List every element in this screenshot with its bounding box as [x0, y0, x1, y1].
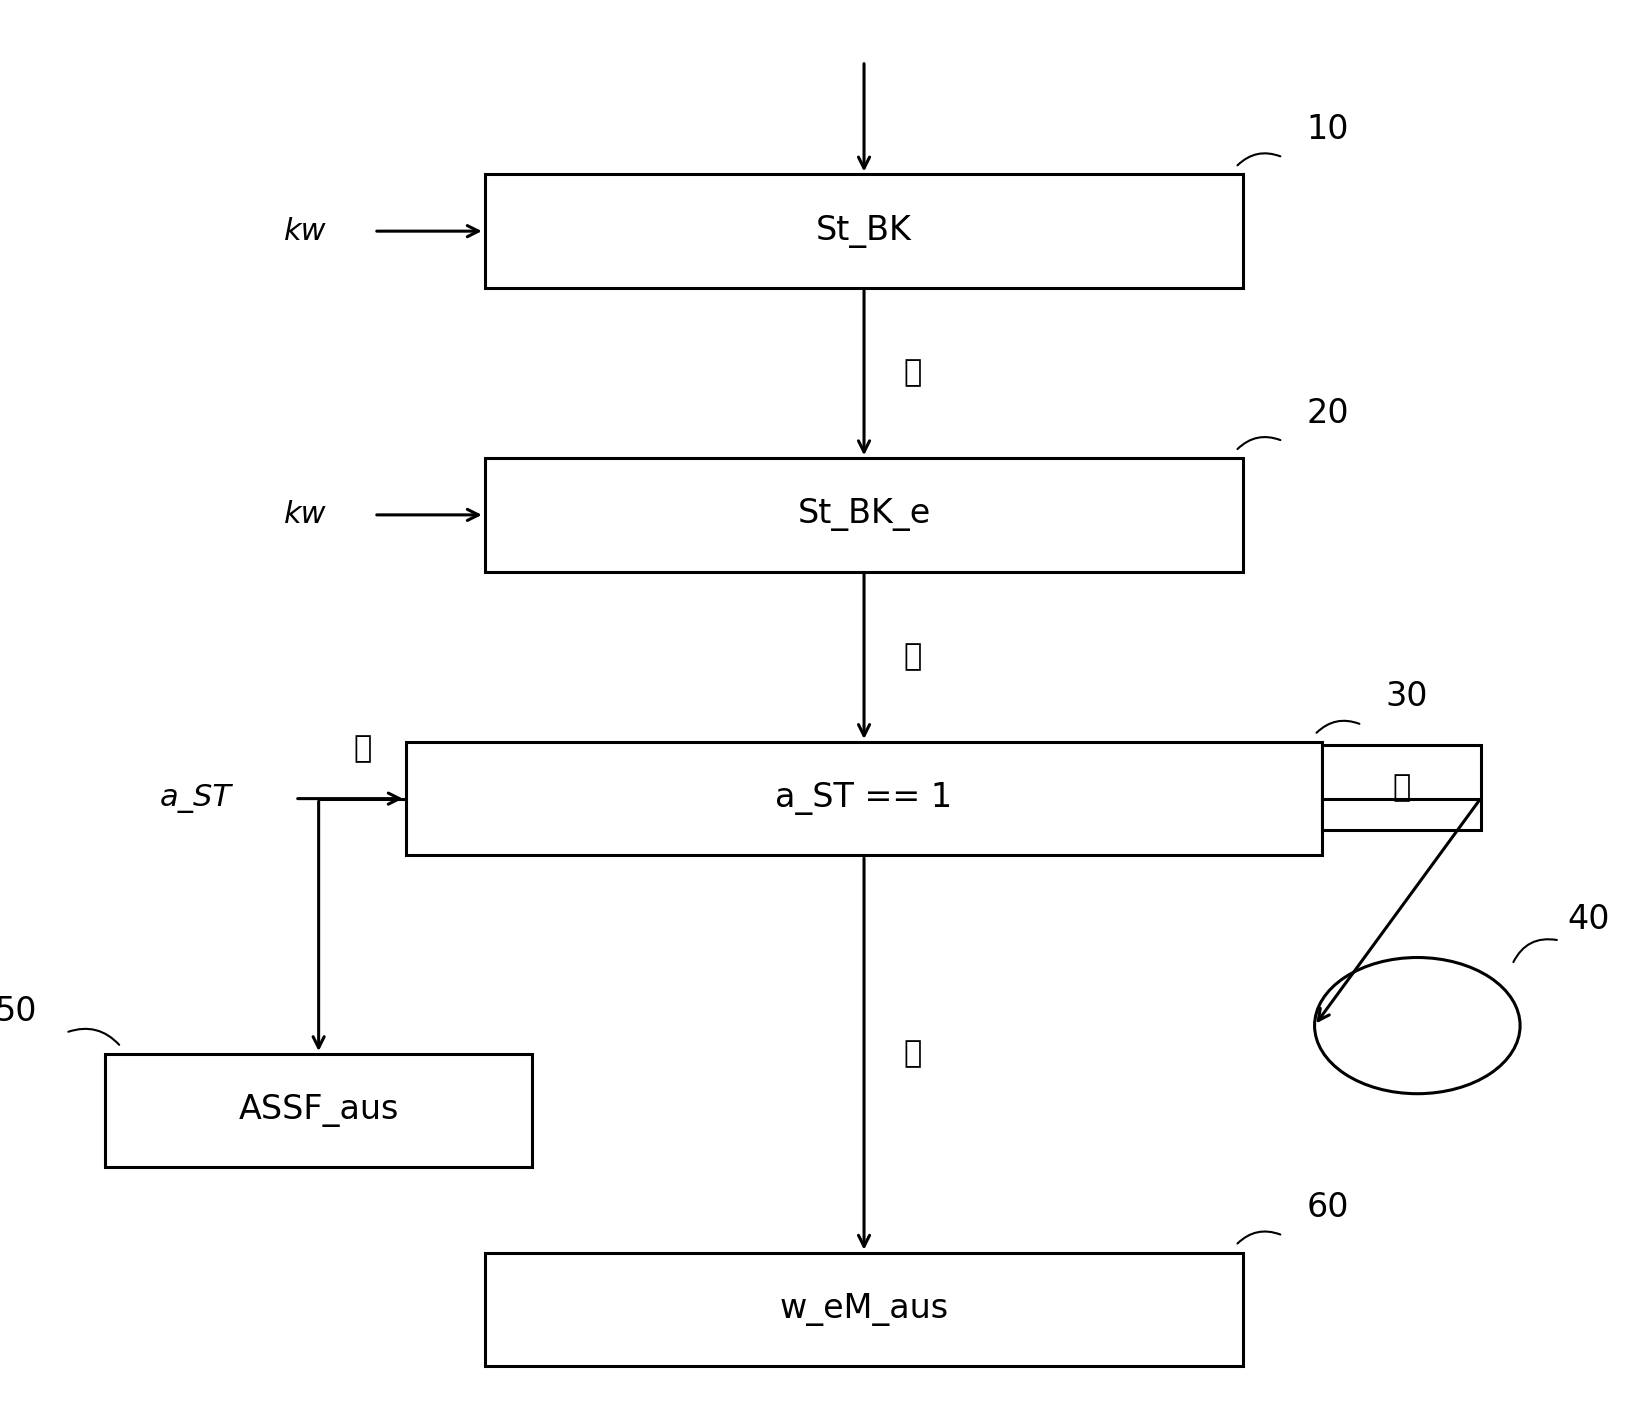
Text: St_BK_e: St_BK_e — [797, 498, 931, 531]
Text: kw: kw — [285, 217, 327, 245]
FancyBboxPatch shape — [106, 1055, 532, 1167]
Text: 否: 否 — [903, 1039, 923, 1069]
Text: w_eM_aus: w_eM_aus — [779, 1293, 949, 1326]
Text: a_ST: a_ST — [159, 783, 231, 813]
FancyBboxPatch shape — [485, 458, 1243, 572]
Text: 是: 是 — [903, 642, 923, 671]
Text: a_ST == 1: a_ST == 1 — [776, 782, 952, 815]
Text: 是: 是 — [1393, 773, 1411, 802]
FancyBboxPatch shape — [485, 174, 1243, 288]
Text: kw: kw — [285, 501, 327, 529]
FancyBboxPatch shape — [485, 1253, 1243, 1366]
Ellipse shape — [1315, 958, 1520, 1093]
Text: 20: 20 — [1306, 397, 1349, 430]
Text: 50: 50 — [0, 996, 37, 1029]
Text: 10: 10 — [1306, 113, 1349, 146]
Text: St_BK: St_BK — [817, 214, 913, 248]
Text: 否: 否 — [353, 733, 371, 763]
FancyBboxPatch shape — [1323, 745, 1481, 831]
Text: ASSF_aus: ASSF_aus — [239, 1095, 399, 1127]
Text: 是: 是 — [903, 358, 923, 388]
FancyBboxPatch shape — [405, 742, 1323, 855]
Text: 60: 60 — [1306, 1192, 1349, 1224]
Text: 30: 30 — [1386, 681, 1429, 714]
Text: 40: 40 — [1567, 903, 1611, 936]
